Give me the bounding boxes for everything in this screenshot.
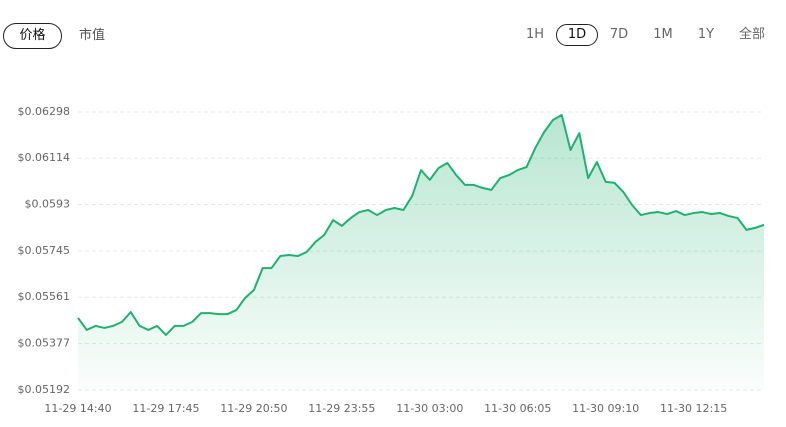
y-tick-label: $0.05561: [18, 290, 71, 303]
range-tab[interactable]: 1M: [653, 27, 673, 42]
y-tick-label: $0.05192: [18, 383, 71, 396]
range-tab[interactable]: 7D: [609, 27, 629, 42]
range-tab[interactable]: 1Y: [697, 27, 715, 42]
x-tick-label: 11-30 03:00: [396, 402, 463, 415]
x-tick-label: 11-29 14:40: [44, 402, 111, 415]
x-tick-label: 11-30 09:10: [572, 402, 639, 415]
area-fill: [78, 115, 764, 391]
y-tick-label: $0.05377: [18, 336, 71, 349]
x-tick-label: 11-29 23:55: [308, 402, 375, 415]
y-tick-label: $0.06114: [18, 151, 71, 164]
x-tick-label: 11-30 06:05: [484, 402, 551, 415]
metric-tab[interactable]: 市值: [78, 28, 105, 43]
metric-tab[interactable]: 价格: [3, 23, 62, 49]
x-tick-label: 11-29 17:45: [132, 402, 199, 415]
y-tick-label: $0.0593: [25, 197, 71, 210]
x-tick-label: 11-29 20:50: [220, 402, 287, 415]
y-tick-label: $0.05745: [18, 244, 71, 257]
range-tab[interactable]: 全部: [738, 27, 765, 42]
price-line: [77, 114, 765, 336]
range-tab[interactable]: 1H: [525, 27, 545, 42]
range-tab[interactable]: 1D: [556, 24, 598, 46]
y-tick-label: $0.06298: [18, 105, 71, 118]
x-tick-label: 11-30 12:15: [660, 402, 727, 415]
